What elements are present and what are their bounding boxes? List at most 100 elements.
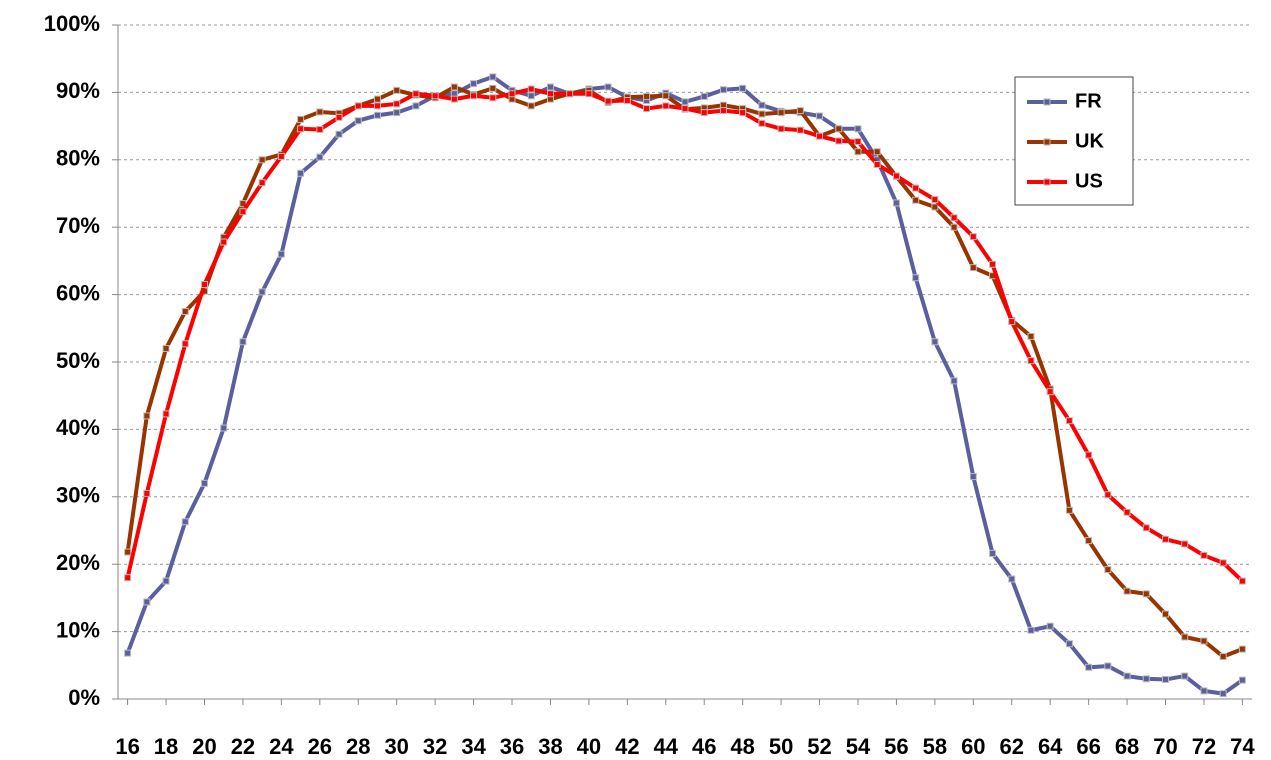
point-marker xyxy=(1027,357,1035,365)
x-tick-label: 68 xyxy=(1115,734,1139,759)
point-marker xyxy=(412,90,420,98)
point-marker xyxy=(297,115,305,123)
point-marker xyxy=(162,345,170,353)
point-marker xyxy=(527,102,535,110)
point-marker xyxy=(200,280,208,288)
point-marker xyxy=(931,196,939,204)
point-marker xyxy=(931,203,939,211)
point-marker xyxy=(220,424,228,432)
point-marker xyxy=(950,223,958,231)
x-tick-label: 22 xyxy=(231,734,255,759)
point-marker xyxy=(950,377,958,385)
point-marker xyxy=(1123,587,1131,595)
point-marker xyxy=(1085,663,1093,671)
x-tick-label: 64 xyxy=(1038,734,1063,759)
point-marker xyxy=(777,109,785,117)
point-marker xyxy=(1219,653,1227,661)
point-marker xyxy=(719,107,727,115)
point-marker xyxy=(1104,491,1112,499)
point-marker xyxy=(143,598,151,606)
point-marker xyxy=(1200,637,1208,645)
point-marker xyxy=(566,90,574,98)
point-marker xyxy=(989,549,997,557)
point-marker xyxy=(892,199,900,207)
point-marker xyxy=(1008,318,1016,326)
point-marker xyxy=(181,307,189,315)
x-tick-label: 54 xyxy=(846,734,871,759)
point-marker xyxy=(950,214,958,222)
legend-label: US xyxy=(1075,170,1103,192)
point-marker xyxy=(316,108,324,116)
point-marker xyxy=(796,107,804,115)
point-marker xyxy=(892,172,900,180)
x-tick-label: 52 xyxy=(807,734,831,759)
point-marker xyxy=(373,111,381,119)
point-marker xyxy=(623,96,631,104)
point-marker xyxy=(1200,551,1208,559)
point-marker xyxy=(470,80,478,88)
point-marker xyxy=(873,161,881,169)
x-tick-label: 48 xyxy=(730,734,754,759)
point-marker xyxy=(854,125,862,133)
point-marker xyxy=(796,126,804,134)
x-tick-label: 50 xyxy=(769,734,793,759)
point-marker xyxy=(854,138,862,146)
point-marker xyxy=(1142,524,1150,532)
point-marker xyxy=(816,112,824,120)
point-marker xyxy=(681,105,689,113)
point-marker xyxy=(643,105,651,113)
x-tick-label: 24 xyxy=(269,734,294,759)
point-marker xyxy=(489,73,497,81)
point-marker xyxy=(873,148,881,156)
x-tick-label: 72 xyxy=(1192,734,1216,759)
point-marker xyxy=(989,260,997,268)
x-tick-label: 46 xyxy=(692,734,716,759)
point-marker xyxy=(700,92,708,100)
x-tick-label: 38 xyxy=(538,734,562,759)
point-marker xyxy=(1027,332,1035,340)
point-marker xyxy=(1104,662,1112,670)
point-marker xyxy=(739,84,747,92)
point-marker xyxy=(1027,626,1035,634)
point-marker xyxy=(758,101,766,109)
point-marker xyxy=(604,83,612,91)
point-marker xyxy=(604,97,612,105)
point-marker xyxy=(200,479,208,487)
y-tick-label: 60% xyxy=(56,280,100,305)
legend: FR UK US xyxy=(1014,76,1134,206)
point-marker xyxy=(1065,506,1073,514)
point-marker xyxy=(450,95,458,103)
point-marker xyxy=(450,83,458,91)
point-marker xyxy=(124,574,132,582)
point-marker xyxy=(1046,388,1054,396)
point-marker xyxy=(1200,687,1208,695)
point-marker xyxy=(412,102,420,110)
point-marker xyxy=(1065,417,1073,425)
y-tick-label: 100% xyxy=(44,11,100,36)
legend-marker xyxy=(1043,98,1051,106)
point-marker xyxy=(220,238,228,246)
point-marker xyxy=(393,109,401,117)
x-tick-label: 62 xyxy=(1000,734,1024,759)
point-marker xyxy=(124,548,132,556)
point-marker xyxy=(1085,451,1093,459)
point-marker xyxy=(1123,508,1131,516)
legend-label: FR xyxy=(1075,90,1102,112)
point-marker xyxy=(585,90,593,98)
point-marker xyxy=(1123,672,1131,680)
point-marker xyxy=(1162,610,1170,618)
x-tick-label: 26 xyxy=(308,734,332,759)
point-marker xyxy=(470,92,478,100)
point-marker xyxy=(316,125,324,133)
point-marker xyxy=(546,83,554,91)
point-marker xyxy=(546,90,554,98)
point-marker xyxy=(835,125,843,133)
x-tick-label: 60 xyxy=(961,734,985,759)
point-marker xyxy=(143,489,151,497)
point-marker xyxy=(508,90,516,98)
point-marker xyxy=(1219,690,1227,698)
legend-label: UK xyxy=(1075,130,1104,152)
point-marker xyxy=(1142,590,1150,598)
x-tick-label: 58 xyxy=(923,734,947,759)
